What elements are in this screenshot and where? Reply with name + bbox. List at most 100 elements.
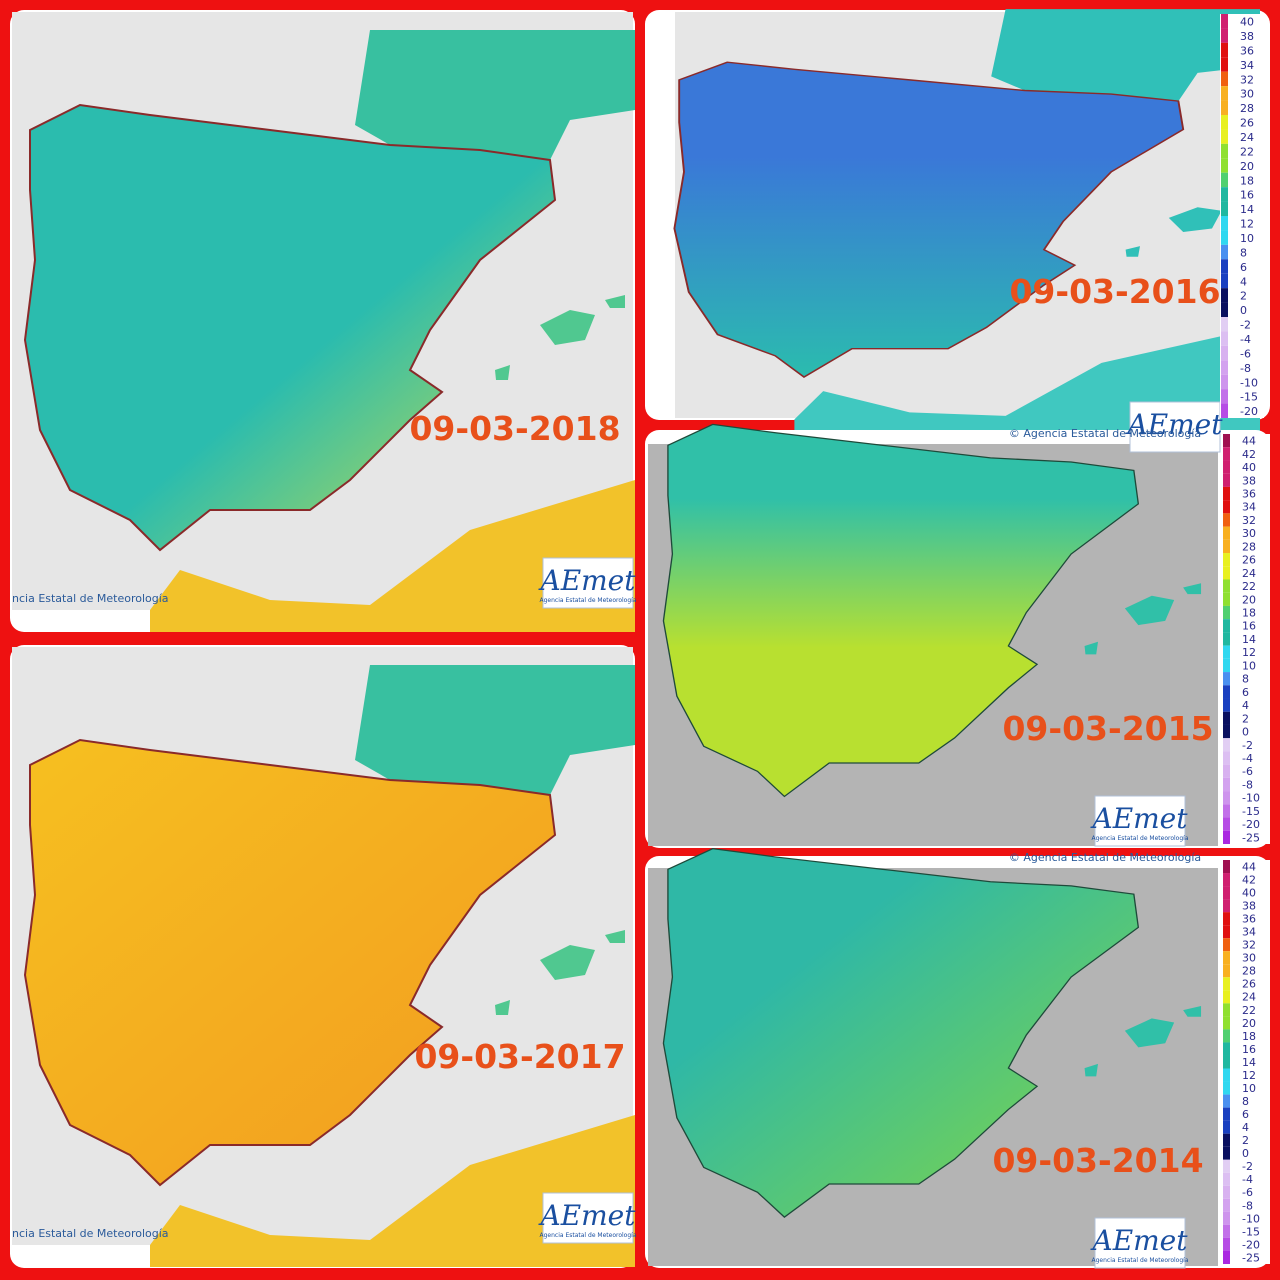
legend-label: 32 <box>1242 514 1256 527</box>
legend-label: -8 <box>1242 778 1253 791</box>
legend-label: 4 <box>1242 1121 1249 1134</box>
legend-label: 34 <box>1242 926 1256 939</box>
legend-label: -6 <box>1240 347 1251 360</box>
legend-label: 40 <box>1242 461 1256 474</box>
legend-swatch <box>1221 288 1228 303</box>
legend-swatch <box>1223 1211 1230 1225</box>
logo: AEmet <box>537 564 636 597</box>
legend-swatch <box>1223 791 1230 805</box>
panel <box>10 10 635 632</box>
legend-swatch <box>1223 873 1230 887</box>
legend-label: 10 <box>1240 232 1254 245</box>
legend-swatch <box>1223 1016 1230 1030</box>
credit: ncia Estatal de Meteorología <box>12 1227 169 1240</box>
legend-label: 20 <box>1242 593 1256 606</box>
logo: AEmet <box>537 1199 636 1232</box>
logo-box <box>1094 795 1186 847</box>
legend-label: 34 <box>1240 59 1254 72</box>
legend-swatch <box>1223 1120 1230 1134</box>
legend-label: 24 <box>1240 131 1254 144</box>
legend-swatch <box>1223 513 1230 527</box>
legend-label: 36 <box>1240 44 1254 57</box>
legend-label: 4 <box>1240 275 1247 288</box>
legend-swatch <box>1223 632 1230 646</box>
legend-swatch <box>1221 129 1228 144</box>
legend-swatch <box>1223 817 1230 831</box>
legend-label: 10 <box>1242 1082 1256 1095</box>
legend-swatch <box>1223 447 1230 461</box>
legend-swatch <box>1223 964 1230 978</box>
legend-swatch <box>1223 1159 1230 1173</box>
date-label: 09-03-2015 <box>1002 709 1213 748</box>
legend-label: -15 <box>1242 1225 1260 1238</box>
legend-swatch <box>1221 158 1228 173</box>
legend-label: -6 <box>1242 1186 1253 1199</box>
legend-swatch <box>1223 711 1230 725</box>
legend-label: 20 <box>1240 160 1254 173</box>
legend-label: 16 <box>1242 1043 1256 1056</box>
legend-label: -8 <box>1242 1199 1253 1212</box>
legend-swatch <box>1221 389 1228 404</box>
credit: © Agencia Estatal de Meteorología <box>1009 427 1201 440</box>
legend-label: 28 <box>1240 102 1254 115</box>
legend-swatch <box>1223 619 1230 633</box>
legend-label: 2 <box>1242 712 1249 725</box>
legend-swatch <box>1223 1133 1230 1147</box>
legend-label: 28 <box>1242 965 1256 978</box>
legend-label: 12 <box>1242 1069 1256 1082</box>
legend-swatch <box>1223 886 1230 900</box>
legend-swatch <box>1223 925 1230 939</box>
legend-label: -2 <box>1242 1160 1253 1173</box>
legend-label: 28 <box>1242 540 1256 553</box>
legend-label: -20 <box>1242 818 1260 831</box>
legend-swatch <box>1223 938 1230 952</box>
legend-swatch <box>1223 539 1230 554</box>
legend-label: 26 <box>1240 117 1254 130</box>
legend-swatch <box>1223 738 1230 752</box>
legend-label: -8 <box>1240 362 1251 375</box>
legend-label: 12 <box>1240 218 1254 231</box>
legend-label: 6 <box>1240 261 1247 274</box>
legend-swatch <box>1223 685 1230 699</box>
date-label: 09-03-2018 <box>409 409 620 448</box>
legend-label: 0 <box>1242 726 1249 739</box>
legend-swatch <box>1221 244 1228 260</box>
logo-box <box>542 1192 634 1244</box>
legend-label: 34 <box>1242 501 1256 514</box>
legend-swatch <box>1223 592 1230 606</box>
legend-swatch <box>1223 1237 1230 1251</box>
legend-swatch <box>1221 172 1228 188</box>
legend-swatch <box>1223 566 1230 580</box>
legend-swatch <box>1221 143 1228 159</box>
legend-swatch <box>1223 777 1230 792</box>
logo: AEmet <box>1089 802 1188 835</box>
logo-subtitle: Agencia Estatal de Meteorología <box>540 597 637 604</box>
legend-swatch <box>1221 201 1228 216</box>
logo: AEmet <box>1089 1224 1188 1257</box>
panel <box>10 645 635 1268</box>
legend-swatch <box>1223 951 1230 965</box>
legend-label: 36 <box>1242 487 1256 500</box>
legend-swatch <box>1223 764 1230 778</box>
legend-swatch <box>1223 645 1230 659</box>
legend-label: 16 <box>1242 620 1256 633</box>
legend-label: 26 <box>1242 978 1256 991</box>
legend-label: 12 <box>1242 646 1256 659</box>
legend-label: 38 <box>1242 900 1256 913</box>
legend-label: 16 <box>1240 189 1254 202</box>
date-label: 09-03-2016 <box>1009 272 1220 311</box>
legend-label: -15 <box>1242 805 1260 818</box>
legend-swatch <box>1221 317 1228 332</box>
legend-label: -25 <box>1242 831 1260 844</box>
legend-label: 24 <box>1242 567 1256 580</box>
legend-swatch <box>1221 360 1228 375</box>
legend-swatch <box>1223 1081 1230 1095</box>
legend-swatch <box>1223 553 1230 567</box>
legend-label: -4 <box>1242 1173 1253 1186</box>
legend-label: -10 <box>1242 1212 1260 1225</box>
credit: ncia Estatal de Meteorología <box>12 592 169 605</box>
legend-label: -10 <box>1242 792 1260 805</box>
legend-swatch <box>1223 990 1230 1004</box>
legend-label: 26 <box>1242 554 1256 567</box>
